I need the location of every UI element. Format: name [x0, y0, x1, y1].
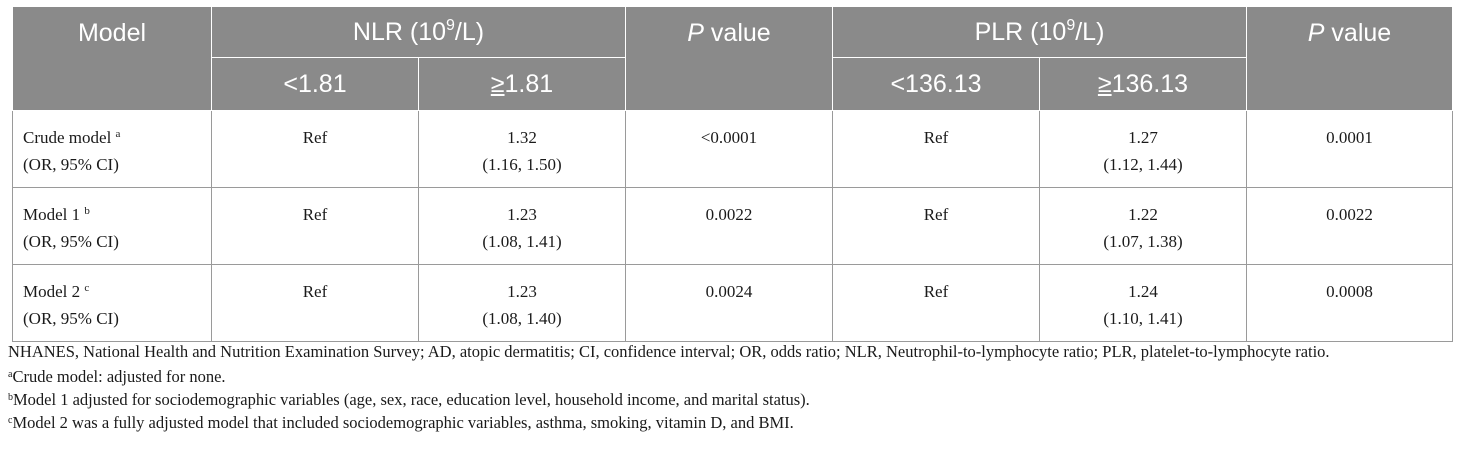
plr-high-cell: 1.24 (1.10, 1.41) [1039, 264, 1247, 342]
table-row: Crude model a (OR, 95% CI) Ref 1.32 (1.16,… [12, 110, 1453, 188]
nlr-high-cell: 1.32 (1.16, 1.50) [418, 110, 626, 188]
model-cell: Model 1 b (OR, 95% CI) [12, 187, 212, 265]
nlr-high-cell: 1.23 (1.08, 1.41) [418, 187, 626, 265]
results-table-container: Model NLR (109/L) P value PLR (109/L) P … [12, 6, 1453, 342]
header-row-2: <1.81 ≥1.81 <136.13 ≥136.13 [13, 57, 1453, 111]
header-model: Model [12, 6, 212, 111]
nlr-p-cell: 0.0022 [625, 187, 833, 265]
nlr-p-cell: 0.0024 [625, 264, 833, 342]
plr-p-cell: 0.0008 [1246, 264, 1453, 342]
header-plr-low: <136.13 [832, 57, 1040, 111]
header-plr: PLR (109/L) [832, 6, 1247, 58]
results-table: Model NLR (109/L) P value PLR (109/L) P … [12, 6, 1453, 342]
footnote: bModel 1 adjusted for sociodemographic v… [8, 390, 810, 409]
plr-low-cell: Ref [832, 110, 1040, 188]
nlr-p-cell: <0.0001 [625, 110, 833, 188]
header-plr-high: ≥136.13 [1039, 57, 1247, 111]
header-nlr-p-value: P value [625, 6, 833, 111]
nlr-low-cell: Ref [211, 110, 419, 188]
footnote: aCrude model: adjusted for none. [8, 367, 226, 386]
header-nlr: NLR (109/L) [211, 6, 626, 58]
nlr-high-cell: 1.23 (1.08, 1.40) [418, 264, 626, 342]
model-cell: Model 2 c (OR, 95% CI) [12, 264, 212, 342]
nlr-low-cell: Ref [211, 187, 419, 265]
nlr-low-cell: Ref [211, 264, 419, 342]
footnote: cModel 2 was a fully adjusted model that… [8, 413, 794, 432]
plr-p-cell: 0.0001 [1246, 110, 1453, 188]
plr-low-cell: Ref [832, 187, 1040, 265]
header-row-1: Model NLR (109/L) P value PLR (109/L) P … [12, 6, 1453, 111]
plr-p-cell: 0.0022 [1246, 187, 1453, 265]
abbreviations-note: NHANES, National Health and Nutrition Ex… [8, 342, 1330, 361]
header-plr-p-value: P value [1246, 6, 1453, 111]
header-nlr-low: <1.81 [211, 57, 419, 111]
table-row: Model 1 b (OR, 95% CI) Ref 1.23 (1.08, 1.4… [12, 187, 1453, 265]
header-nlr-high: ≥1.81 [418, 57, 626, 111]
table-row: Model 2 c (OR, 95% CI) Ref 1.23 (1.08, 1.4… [12, 264, 1453, 342]
plr-low-cell: Ref [832, 264, 1040, 342]
plr-high-cell: 1.27 (1.12, 1.44) [1039, 110, 1247, 188]
model-cell: Crude model a (OR, 95% CI) [12, 110, 212, 188]
plr-high-cell: 1.22 (1.07, 1.38) [1039, 187, 1247, 265]
table-footnotes: NHANES, National Health and Nutrition Ex… [8, 340, 1448, 434]
